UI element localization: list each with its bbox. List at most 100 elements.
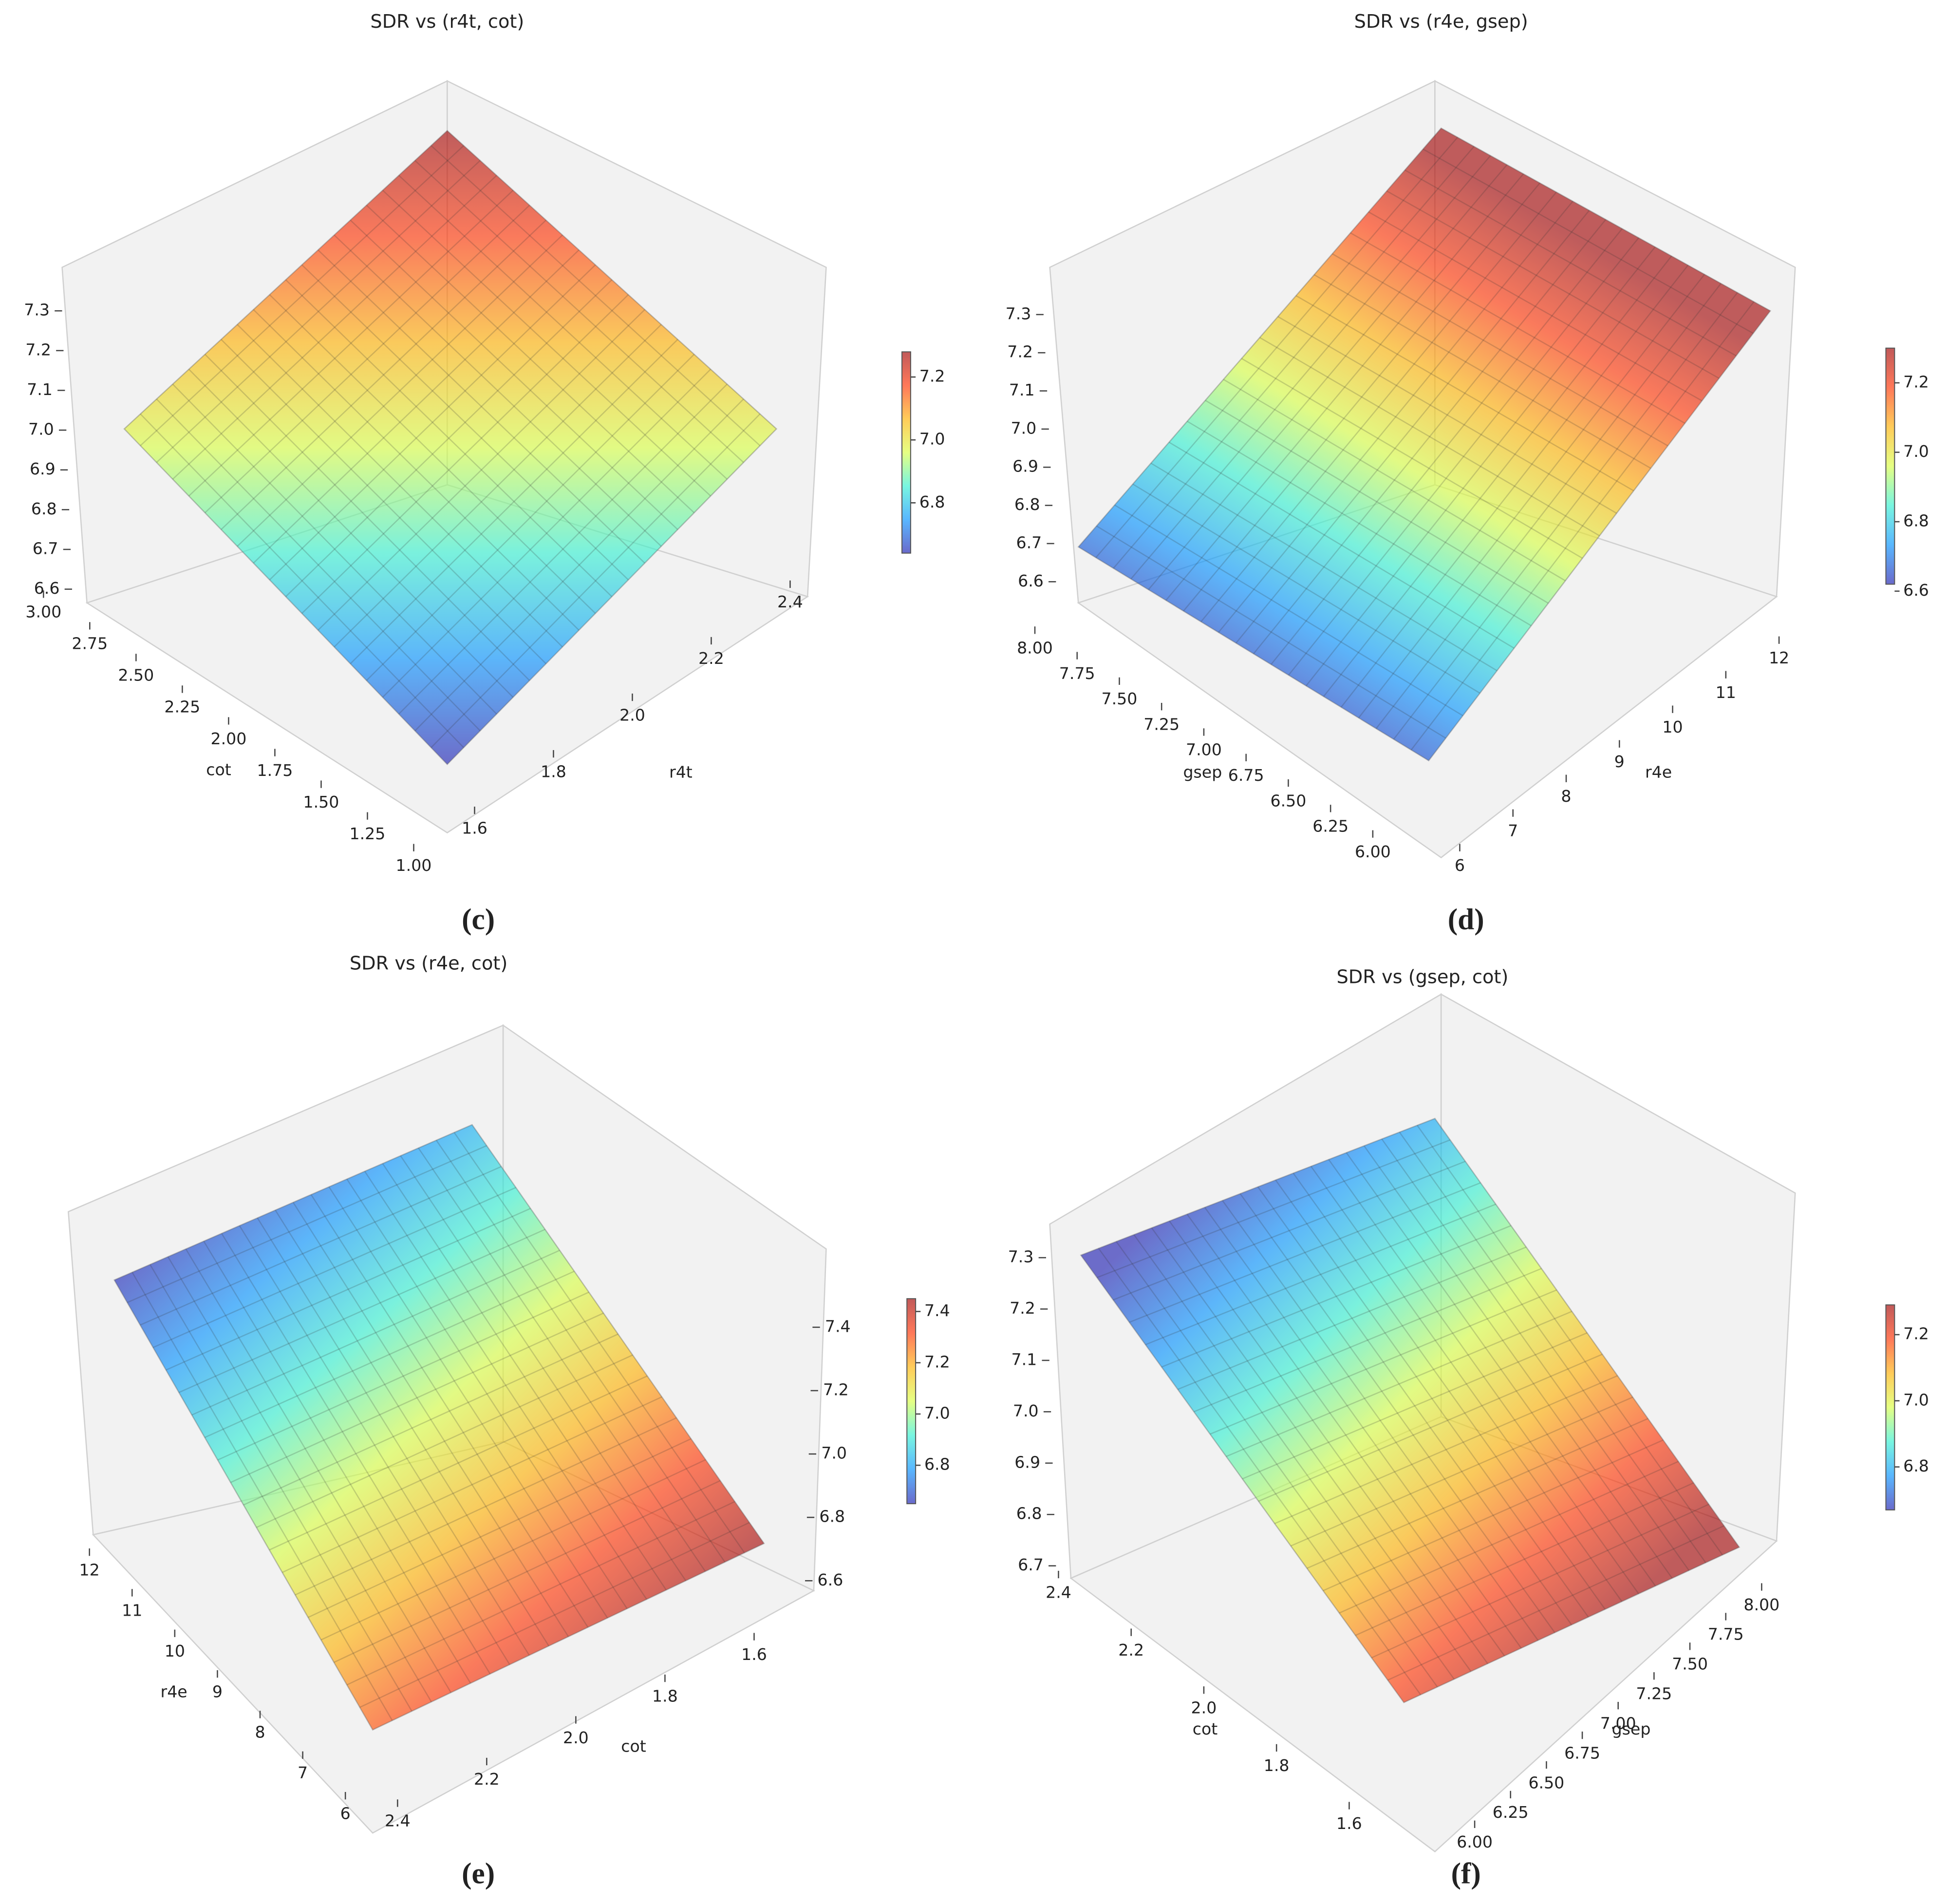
surface-mesh <box>366 354 695 681</box>
surface-mesh <box>334 324 662 648</box>
surface-mesh <box>1405 170 1737 357</box>
axis-label: gsep <box>1183 763 1222 782</box>
axis-label: cot <box>1193 1719 1218 1738</box>
y-tick-label: 7.25 <box>1143 715 1180 734</box>
z-tick-label: 6.7 <box>1018 1555 1044 1574</box>
surface-mesh <box>1150 462 1498 672</box>
surface <box>1080 1117 1741 1703</box>
surface-mesh <box>237 234 563 547</box>
surface <box>113 1124 765 1731</box>
surface-mesh <box>1288 237 1639 676</box>
y-tick-label: 6.50 <box>1270 791 1306 810</box>
surface-mesh <box>292 1202 569 1637</box>
x-tick-label: 7.75 <box>1708 1625 1744 1644</box>
z-tick-label: 7.2 <box>823 1380 849 1399</box>
panel: SDR vs (r4e, cot) (e) 1.6 1.8 2.0 2.2 2.4 cot 6 7… <box>67 953 950 1890</box>
y-tick-label: 2.00 <box>210 729 246 748</box>
x-tick-label: 2.0 <box>619 705 645 724</box>
x-tick-label: 8.00 <box>1743 1595 1779 1614</box>
surface-mesh <box>1130 155 1491 580</box>
x-tick-label: 6.00 <box>1457 1832 1493 1851</box>
surface-mesh <box>221 220 547 530</box>
surface-mesh <box>1275 1179 1589 1618</box>
y-tick-label: 1.50 <box>303 792 339 811</box>
colorbar-tick-label: 6.8 <box>924 1455 950 1474</box>
x-tick-label: 10 <box>1662 717 1683 736</box>
surface-mesh <box>398 383 728 715</box>
surface-mesh <box>217 1291 589 1461</box>
colorbar <box>1885 1304 1895 1510</box>
y-tick-label: 2.2 <box>1118 1640 1144 1659</box>
surface-mesh <box>1113 146 1475 569</box>
y-tick-label: 7.75 <box>1059 664 1095 683</box>
surface-mesh <box>150 1264 412 1712</box>
y-tick-label: 10 <box>165 1641 185 1660</box>
axis-label: r4e <box>1645 763 1672 782</box>
surface-mesh <box>1399 1131 1706 1564</box>
y-tick-label: 2.4 <box>1046 1583 1071 1602</box>
panel-label: (f) <box>1451 1857 1481 1890</box>
surface-mesh <box>282 1396 662 1573</box>
colorbar-tick-label: 7.2 <box>1903 372 1929 391</box>
z-tick-label: 7.0 <box>28 420 54 439</box>
z-tick-label: 6.9 <box>1014 1452 1040 1471</box>
surface-mesh <box>140 145 465 446</box>
surface-mesh <box>1204 1206 1522 1649</box>
x-tick-label: 2.0 <box>563 1728 589 1747</box>
surface-mesh <box>1239 1193 1555 1633</box>
axis-label: cot <box>206 760 231 779</box>
x-tick-label: 9 <box>1614 752 1625 771</box>
z-tick-label: 6.8 <box>1014 495 1040 514</box>
surface-mesh <box>237 324 563 648</box>
x-tick-label: 1.8 <box>652 1686 678 1705</box>
surface-mesh <box>188 189 514 497</box>
surface-mesh <box>185 1248 452 1693</box>
surface-mesh <box>1177 1246 1527 1390</box>
surface-mesh <box>1423 149 1754 334</box>
surface-mesh <box>328 1186 608 1619</box>
surface-mesh <box>1241 358 1583 559</box>
x-tick-label: 1.8 <box>541 762 566 781</box>
y-tick-label: 6.00 <box>1355 842 1391 861</box>
surface-mesh <box>310 1194 589 1628</box>
x-tick-label: 6.50 <box>1528 1773 1564 1792</box>
colorbar-tick-label: 6.6 <box>1903 581 1929 600</box>
surface-mesh <box>1375 283 1722 729</box>
colorbar-tick-label: 7.2 <box>1903 1324 1929 1343</box>
surface-mesh <box>1363 1145 1673 1579</box>
surface-mesh <box>256 1354 633 1528</box>
colorbar <box>901 351 911 554</box>
surface-mesh <box>350 339 678 664</box>
y-tick-label: 12 <box>79 1560 100 1579</box>
surface-mesh <box>221 1233 491 1675</box>
surface-mesh <box>1323 1439 1664 1591</box>
surface-mesh <box>1186 1214 1505 1657</box>
surface-mesh <box>1113 1161 1466 1301</box>
surface-mesh <box>221 339 547 664</box>
surface-mesh <box>346 1179 628 1609</box>
colorbar <box>1885 347 1895 585</box>
y-tick-label: 6.75 <box>1228 766 1264 785</box>
surface-mesh <box>140 414 465 748</box>
surface-mesh <box>1258 1354 1603 1502</box>
x-tick-label: 2.2 <box>474 1770 500 1789</box>
surface-mesh <box>188 369 514 698</box>
z-tick-label: 7.1 <box>27 380 53 399</box>
surface-mesh <box>1295 295 1634 491</box>
surface-mesh <box>1194 1268 1542 1413</box>
z-tick-label: 7.4 <box>825 1317 851 1336</box>
surface <box>1077 127 1772 762</box>
surface-mesh <box>1332 253 1668 447</box>
surface-mesh <box>172 175 497 480</box>
surface-mesh <box>156 160 481 463</box>
panel-label: (c) <box>462 903 495 936</box>
surface-mesh <box>1350 232 1686 424</box>
panel: SDR vs (r4t, cot) (c) 1.6 1.8 2.0 2.2 2.4 r4t 1.… <box>24 11 945 936</box>
surface-mesh <box>414 398 744 732</box>
colorbar-tick-label: 7.2 <box>919 367 945 386</box>
surface-mesh <box>152 1187 516 1348</box>
surface-mesh <box>301 294 629 614</box>
y-tick-label: 9 <box>212 1682 223 1701</box>
surface-mesh <box>230 1312 604 1483</box>
